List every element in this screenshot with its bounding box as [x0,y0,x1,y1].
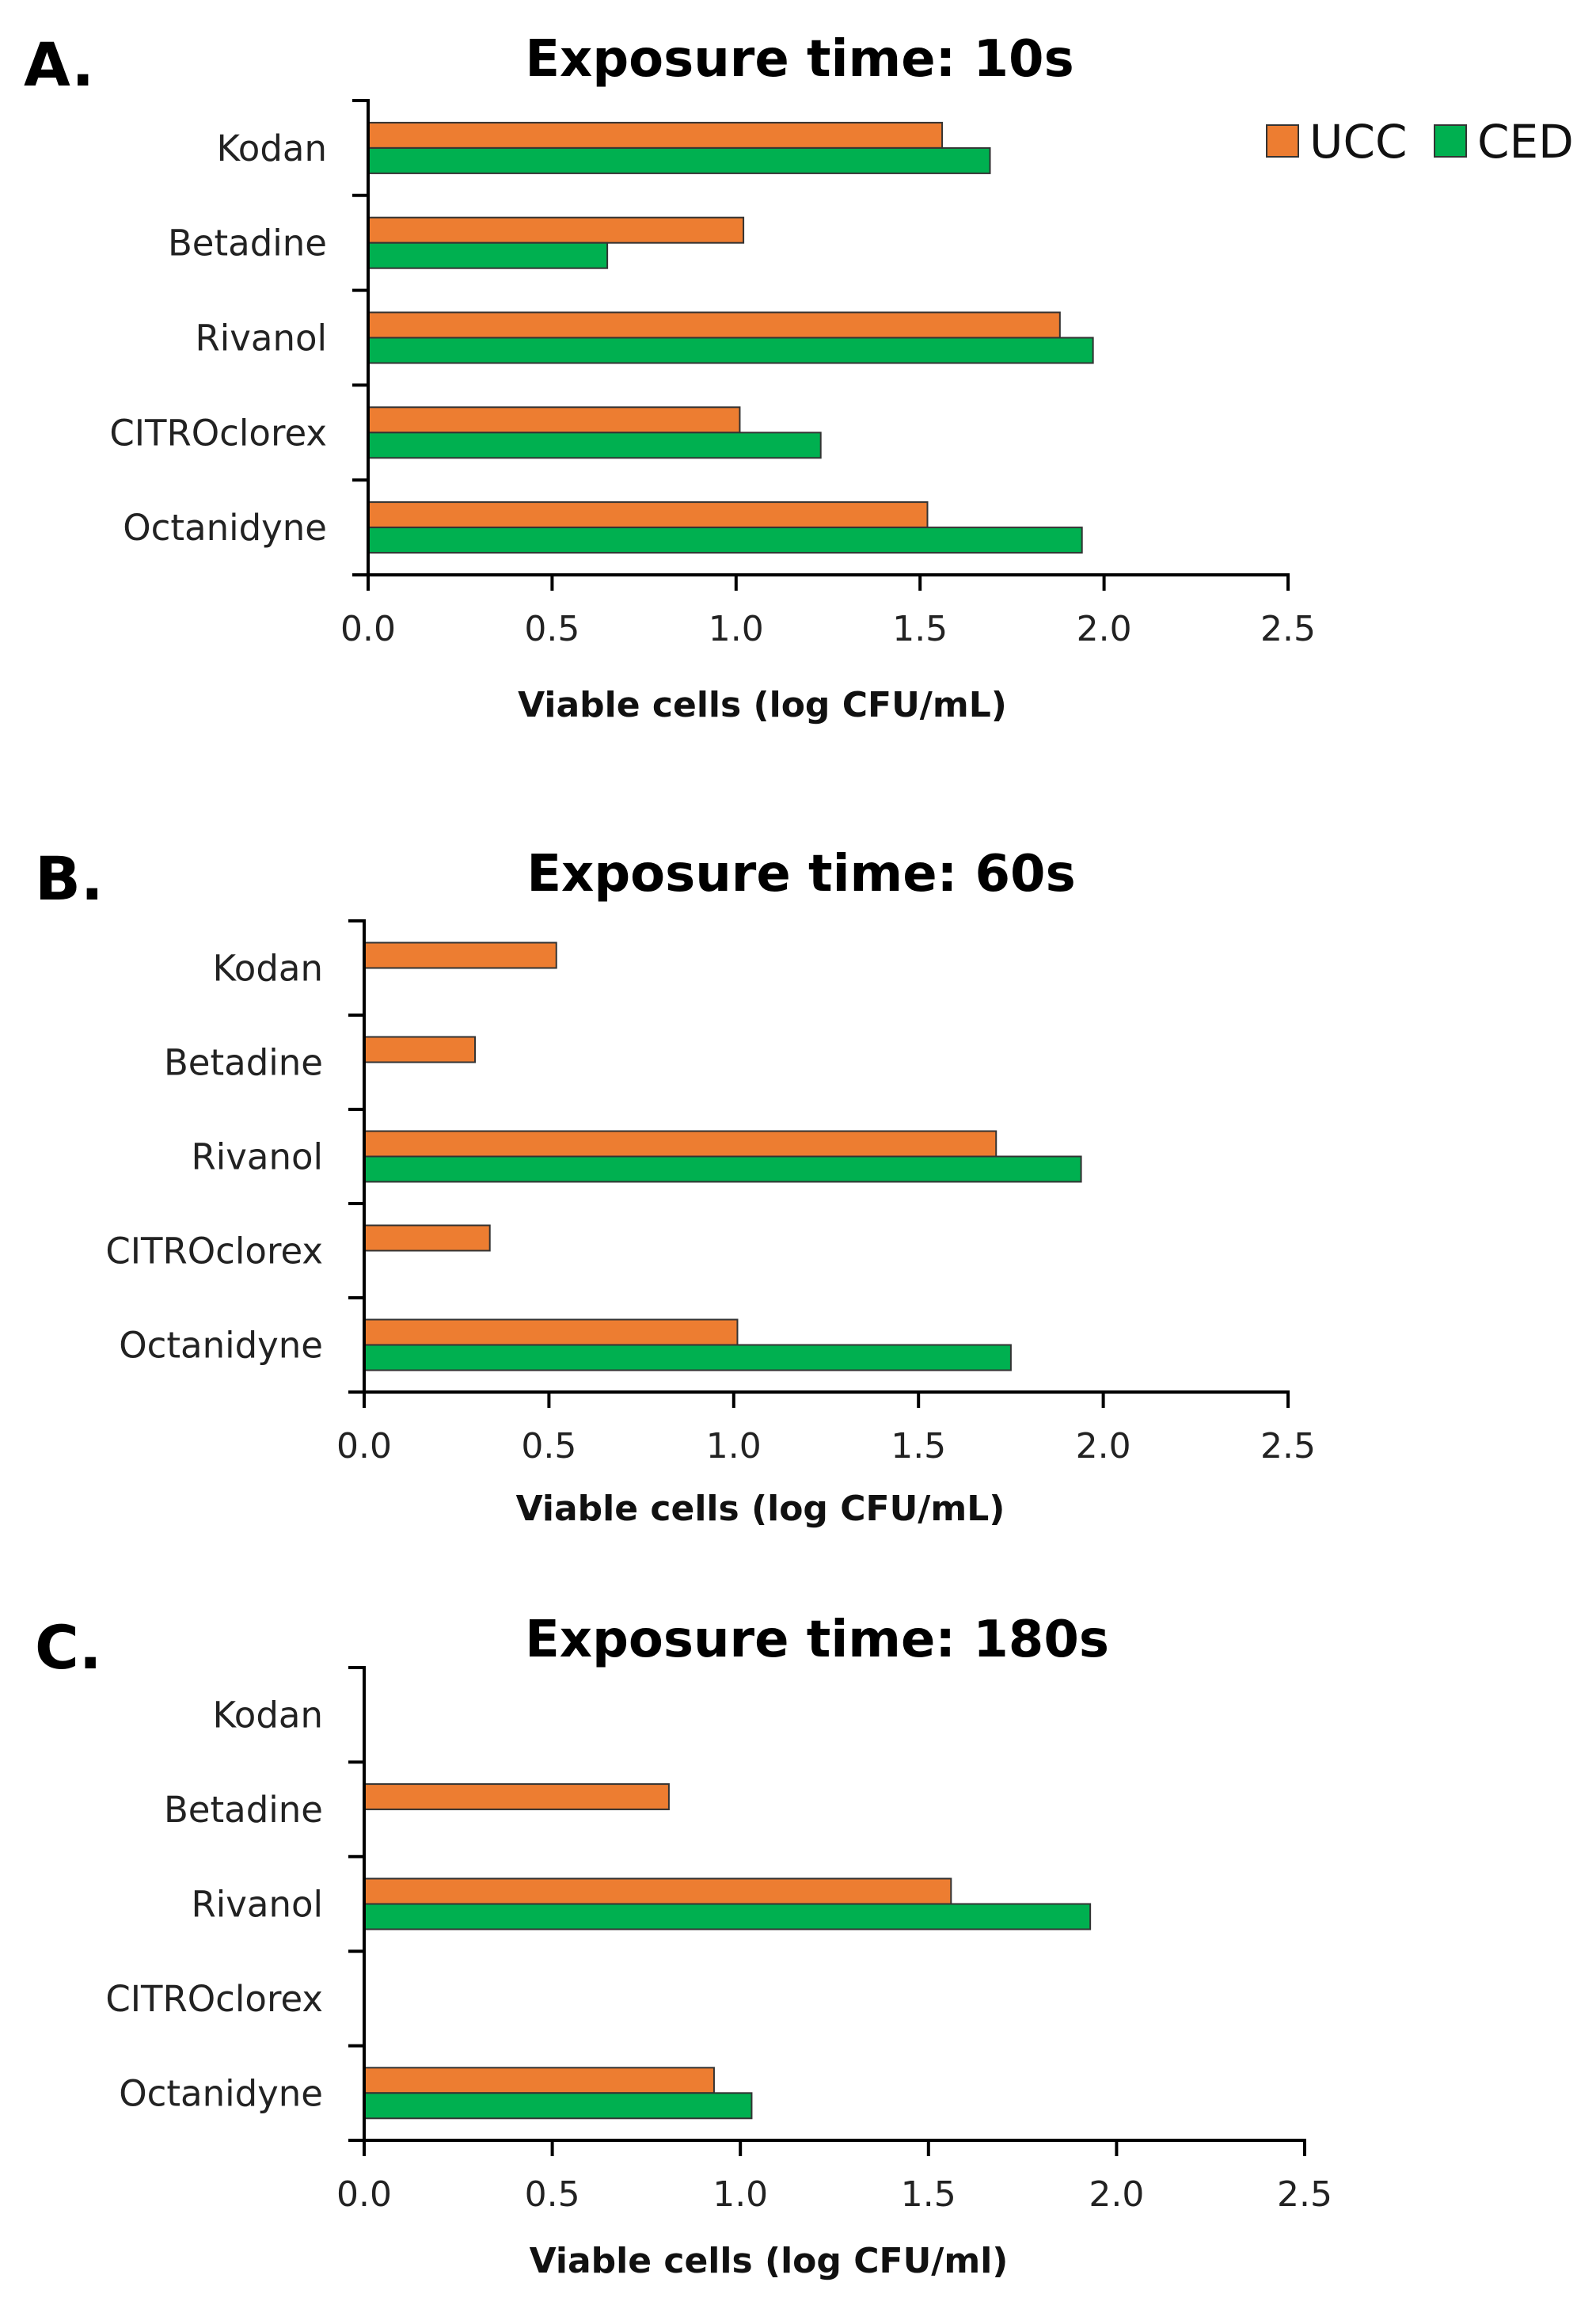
panel-b-bar-ucc-octanidyne [363,1318,739,1346]
panel-a: A. Exposure time: 10s Kodan Betadine Rivanol… [24,29,1316,725]
legend-label-ucc: UCC [1309,115,1407,169]
panel-b-category-label-citroclorex: CITROclorex [105,1230,323,1272]
panel-c-x-tick-label-1-5: 1.5 [901,2174,956,2215]
panel-a-bar-ced-kodan [367,146,991,174]
panel-c-x-tick-label-2-5: 2.5 [1277,2174,1332,2215]
panel-c-title: Exposure time: 180s [525,1611,1109,1669]
panel-c-bar-ced-rivanol [363,1903,1092,1930]
panel-b: B. Exposure time: 60s Kodan Betadine Rivanol… [35,843,1316,1529]
panel-c-category-label-kodan: Kodan [213,1695,323,1736]
panel-b-label: B. [35,843,104,914]
panel-a-x-tick-label-2-5: 2.5 [1260,609,1316,649]
panel-c-category-label-octanidyne: Octanidyne [119,2072,323,2114]
panel-b-bar-ucc-betadine [363,1036,477,1063]
panel-c-category-label-betadine: Betadine [164,1789,323,1831]
panel-a-bar-ced-rivanol [367,337,1094,364]
panel-b-category-label-octanidyne: Octanidyne [119,1325,323,1367]
panel-b-x-tick-label-2-5: 2.5 [1260,1426,1316,1466]
legend-label-ced: CED [1477,115,1574,169]
panel-a-x-axis-title: Viable cells (log CFU/mL) [518,685,1007,725]
panel-b-x-axis-title: Viable cells (log CFU/mL) [516,1489,1005,1529]
panel-b-x-tick-label-1-5: 1.5 [891,1426,946,1466]
panel-a-category-label-kodan: Kodan [217,127,327,169]
panel-a-bar-ced-betadine [367,242,609,269]
panel-c-x-tick-label-0-5: 0.5 [525,2174,580,2215]
panel-b-bar-ucc-citroclorex [363,1224,491,1252]
panel-c-category-label-citroclorex: CITROclorex [105,1978,323,2020]
panel-c-x-tick-label-2-0: 2.0 [1089,2174,1144,2215]
panel-a-category-label-octanidyne: Octanidyne [123,507,327,549]
panel-c-category-label-rivanol: Rivanol [191,1884,323,1926]
panel-a-category-label-betadine: Betadine [168,223,327,264]
panel-b-x-tick-label-1-0: 1.0 [706,1426,762,1466]
legend: UCC CED [1266,115,1574,169]
panel-a-x-tick-label-2-0: 2.0 [1077,609,1132,649]
panel-c-label: C. [35,1612,102,1683]
panel-b-bar-ucc-kodan [363,941,557,969]
legend-swatch-ced [1434,124,1467,158]
panel-a-bar-ced-citroclorex [367,432,822,459]
panel-a-category-label-rivanol: Rivanol [195,318,327,359]
panel-c-x-tick-label-1-0: 1.0 [712,2174,768,2215]
panel-a-bar-ucc-rivanol [367,311,1061,339]
legend-swatch-ucc [1266,124,1299,158]
panel-b-category-label-betadine: Betadine [164,1042,323,1084]
panel-a-bar-ucc-citroclorex [367,406,741,434]
panel-c-bar-ucc-betadine [363,1783,670,1811]
panel-c: C. Exposure time: 180s Kodan Betadine Rivano… [35,1611,1332,2281]
panel-b-x-tick-label-2-0: 2.0 [1076,1426,1131,1466]
panel-b-x-tick-label-0-5: 0.5 [521,1426,576,1466]
panel-b-bar-ced-octanidyne [363,1344,1012,1371]
panel-a-x-tick-label-1-0: 1.0 [709,609,764,649]
panel-b-category-label-rivanol: Rivanol [191,1136,323,1178]
panel-a-title: Exposure time: 10s [525,30,1074,89]
panel-c-bar-ucc-octanidyne [363,2067,715,2094]
panel-a-x-tick-label-0-0: 0.0 [340,609,396,649]
panel-b-x-tick-label-0-0: 0.0 [336,1426,392,1466]
panel-a-category-label-citroclorex: CITROclorex [109,412,327,454]
panel-a-bar-ucc-octanidyne [367,501,929,529]
panel-a-bar-ucc-betadine [367,216,745,244]
panel-b-title: Exposure time: 60s [526,845,1075,903]
panel-a-x-tick-label-0-5: 0.5 [524,609,580,649]
panel-a-bar-ucc-kodan [367,121,944,149]
panel-b-bar-ucc-rivanol [363,1130,998,1158]
panel-c-bar-ced-octanidyne [363,2092,753,2120]
panel-b-category-label-kodan: Kodan [213,948,323,990]
panel-a-label: A. [24,29,94,100]
panel-c-x-tick-label-0-0: 0.0 [336,2174,392,2215]
panel-c-bar-ucc-rivanol [363,1877,952,1905]
panel-a-x-tick-label-1-5: 1.5 [892,609,948,649]
panel-c-x-axis-title: Viable cells (log CFU/ml) [530,2241,1009,2281]
panel-b-bar-ced-rivanol [363,1155,1082,1183]
panel-a-bar-ced-octanidyne [367,527,1083,554]
